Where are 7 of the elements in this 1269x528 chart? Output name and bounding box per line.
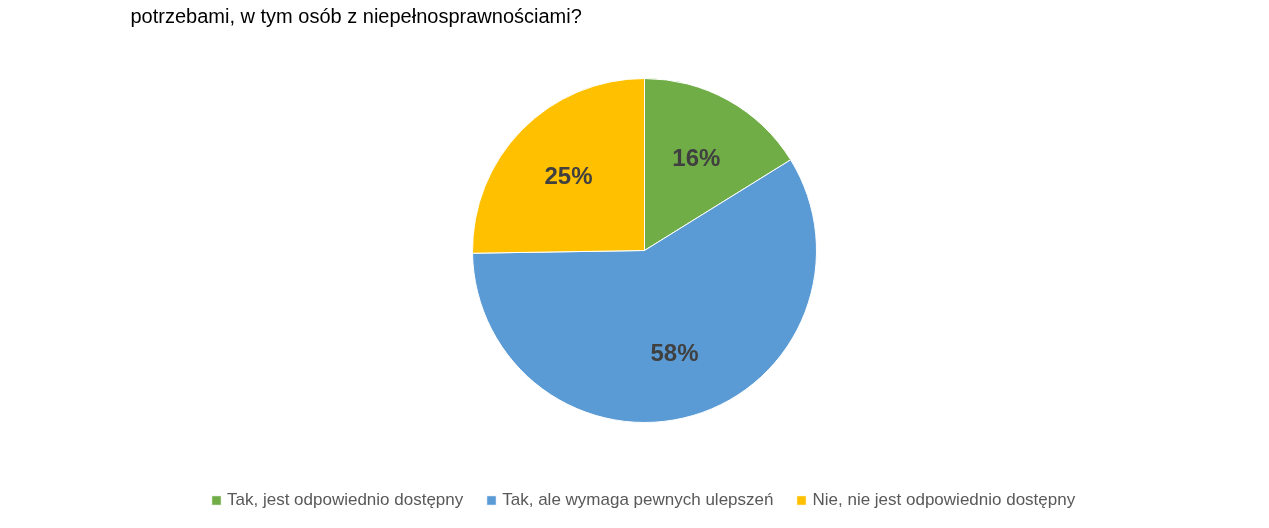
legend-label: Tak, ale wymaga pewnych ulepszeń	[502, 490, 774, 510]
legend-label: Tak, jest odpowiednio dostępny	[227, 490, 464, 510]
data-label: 58%	[650, 339, 699, 367]
chart-title: potrzebami, w tym osób z niepełnosprawnościami?	[130, 4, 582, 27]
legend-label: Nie, nie jest odpowiednio dostępny	[812, 490, 1076, 510]
data-label: 16%	[672, 143, 721, 171]
data-label: 25%	[544, 162, 593, 190]
